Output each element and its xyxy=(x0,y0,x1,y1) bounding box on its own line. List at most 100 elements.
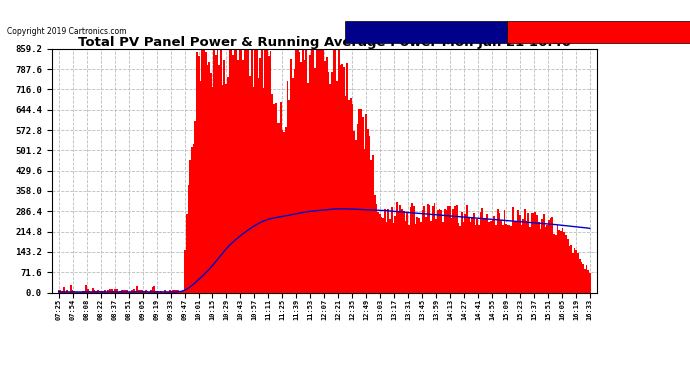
Bar xyxy=(309,56,310,292)
Bar xyxy=(338,49,339,292)
Bar xyxy=(241,49,242,292)
Bar xyxy=(485,218,486,292)
Bar xyxy=(382,218,384,292)
Bar xyxy=(237,60,239,292)
Bar xyxy=(144,291,145,292)
Bar xyxy=(360,110,362,292)
Bar xyxy=(456,205,457,292)
Bar xyxy=(310,49,313,292)
Bar xyxy=(109,289,111,292)
Bar xyxy=(284,132,285,292)
Bar xyxy=(377,212,379,292)
Bar xyxy=(212,87,213,292)
Bar xyxy=(244,49,246,292)
Bar xyxy=(87,290,89,292)
Bar xyxy=(406,213,408,292)
Bar xyxy=(215,56,217,292)
Bar xyxy=(261,49,263,292)
Bar xyxy=(442,222,444,292)
Bar xyxy=(582,264,584,292)
Bar xyxy=(430,221,432,292)
Bar xyxy=(295,49,297,292)
Bar xyxy=(345,96,346,292)
Bar xyxy=(486,214,489,292)
Bar xyxy=(112,291,115,292)
Bar xyxy=(172,290,174,292)
Bar xyxy=(515,221,518,292)
Bar xyxy=(99,291,101,292)
Bar xyxy=(536,215,538,292)
Bar xyxy=(164,290,166,292)
Bar xyxy=(316,49,317,292)
Bar xyxy=(391,207,393,292)
Bar xyxy=(563,231,565,292)
Bar xyxy=(426,204,428,292)
Bar xyxy=(271,94,273,292)
Bar xyxy=(85,285,87,292)
Bar xyxy=(189,160,191,292)
Bar xyxy=(493,216,495,292)
Bar xyxy=(277,123,278,292)
Bar xyxy=(546,225,548,292)
Bar xyxy=(205,52,206,292)
Bar xyxy=(432,206,433,292)
Bar xyxy=(476,219,478,292)
Bar xyxy=(206,65,208,292)
Bar xyxy=(339,65,342,292)
Bar xyxy=(235,49,237,292)
Bar xyxy=(538,222,540,292)
Bar xyxy=(541,219,543,292)
Bar xyxy=(336,81,338,292)
Bar xyxy=(372,155,374,292)
Bar xyxy=(81,291,83,292)
Bar xyxy=(160,291,162,292)
Text: Copyright 2019 Cartronics.com: Copyright 2019 Cartronics.com xyxy=(7,27,126,36)
Bar xyxy=(275,104,277,292)
Bar xyxy=(153,286,155,292)
Bar xyxy=(210,74,212,292)
Bar xyxy=(201,49,203,292)
Bar xyxy=(584,269,586,292)
Bar xyxy=(176,290,177,292)
Bar xyxy=(232,54,234,292)
Bar xyxy=(367,129,368,292)
Bar xyxy=(473,213,475,292)
Bar xyxy=(199,81,201,292)
Bar xyxy=(365,114,367,292)
Bar xyxy=(307,83,309,292)
Bar xyxy=(543,214,544,292)
Bar xyxy=(389,219,391,292)
Bar xyxy=(115,290,116,292)
Bar xyxy=(317,49,319,292)
Bar xyxy=(553,234,555,292)
Bar xyxy=(329,84,331,292)
Bar xyxy=(183,291,184,292)
Bar xyxy=(259,58,261,292)
Bar xyxy=(157,291,159,292)
Bar xyxy=(505,224,507,292)
Bar xyxy=(278,123,280,292)
Bar xyxy=(439,209,440,292)
Bar xyxy=(451,218,453,292)
Bar xyxy=(257,78,259,292)
Bar xyxy=(357,124,359,292)
Bar xyxy=(121,290,123,292)
Bar xyxy=(58,290,59,292)
Bar xyxy=(213,49,215,292)
Bar xyxy=(375,204,377,292)
Bar xyxy=(527,213,529,292)
Bar xyxy=(570,245,572,292)
Bar xyxy=(193,144,195,292)
Bar xyxy=(196,53,198,292)
Bar xyxy=(324,61,326,292)
Bar xyxy=(440,210,442,292)
Bar xyxy=(191,147,193,292)
Bar xyxy=(565,236,567,292)
Bar xyxy=(400,206,401,292)
Bar xyxy=(489,222,490,292)
Bar xyxy=(534,211,536,292)
Bar xyxy=(217,49,219,292)
Bar xyxy=(304,60,306,292)
Bar xyxy=(270,51,271,292)
Bar xyxy=(186,214,188,292)
